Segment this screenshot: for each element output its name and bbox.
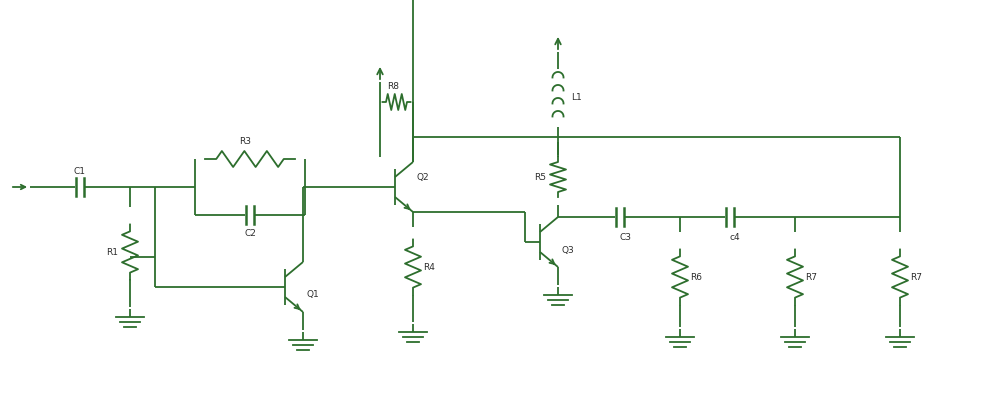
Text: C3: C3: [619, 233, 631, 241]
Text: R1: R1: [106, 248, 118, 256]
Text: Q1: Q1: [307, 291, 319, 299]
Text: Q3: Q3: [562, 246, 574, 254]
Text: C1: C1: [74, 166, 86, 176]
Text: c4: c4: [730, 233, 740, 241]
Text: R7: R7: [805, 272, 817, 281]
Text: Q2: Q2: [417, 173, 429, 181]
Text: R5: R5: [534, 173, 546, 181]
Text: R8: R8: [388, 81, 400, 90]
Text: L1: L1: [571, 93, 581, 101]
Text: C2: C2: [244, 229, 256, 238]
Text: R6: R6: [690, 272, 702, 281]
Text: R3: R3: [239, 136, 251, 146]
Text: R7: R7: [910, 272, 922, 281]
Text: R4: R4: [423, 262, 435, 271]
